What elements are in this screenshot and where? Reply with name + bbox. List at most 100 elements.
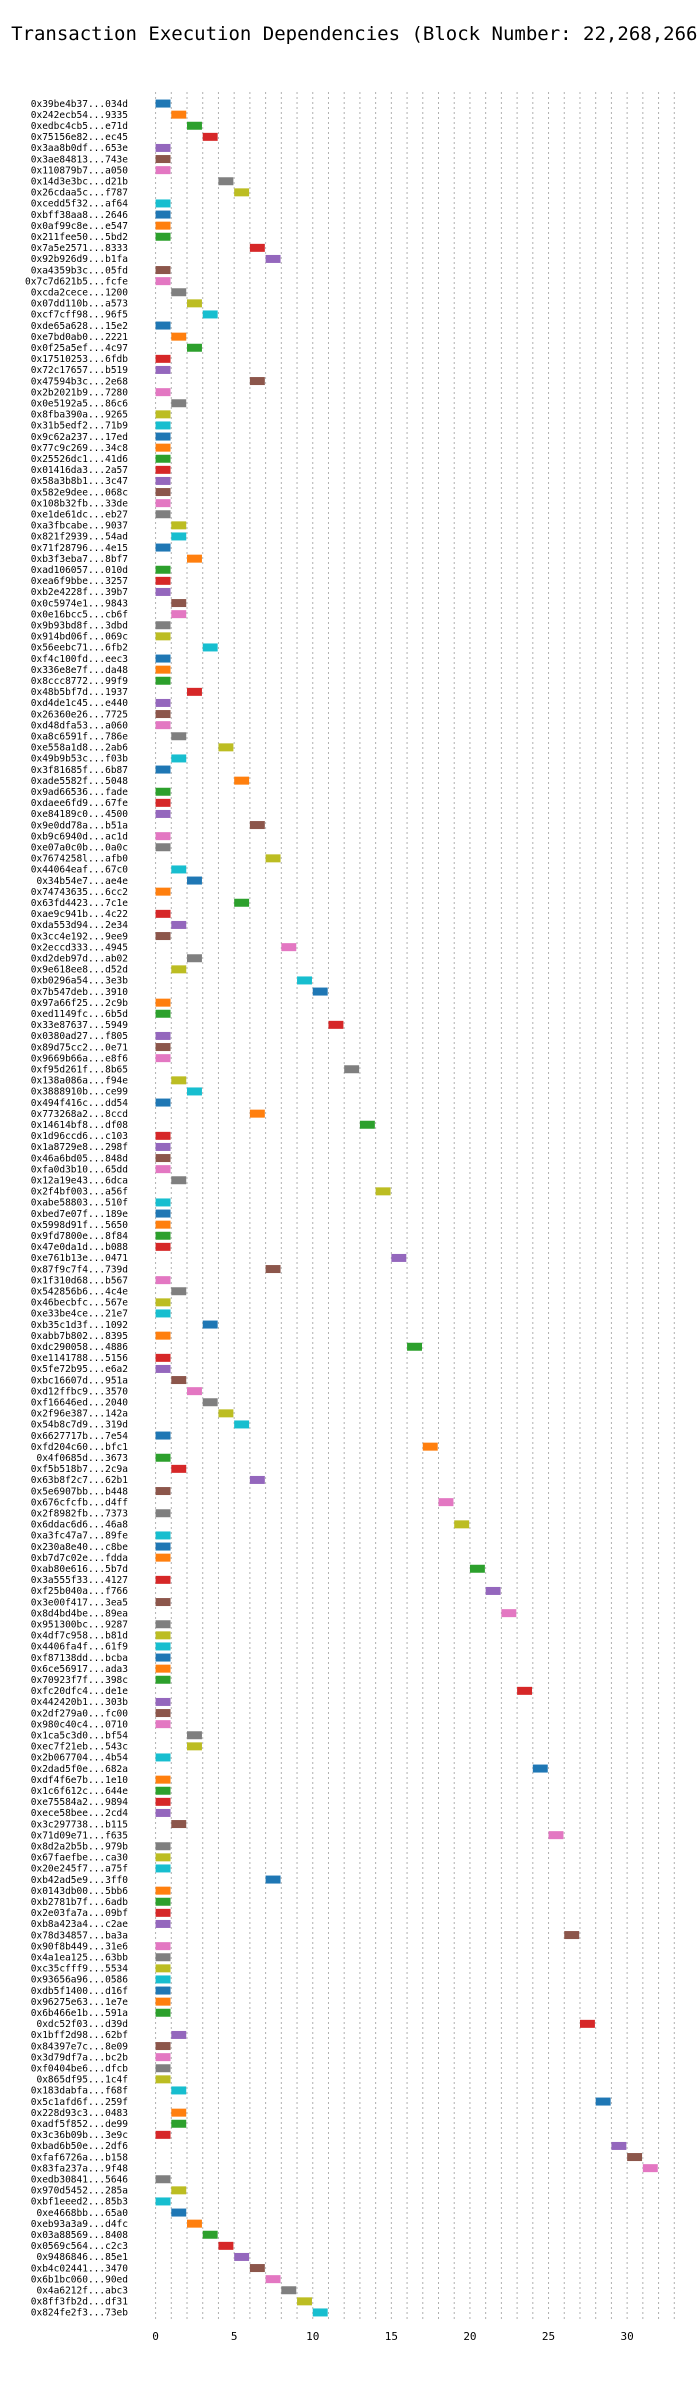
- transaction-label: 0xcda2cece...1200: [31, 287, 129, 298]
- transaction-label: 0xad106057...010d: [31, 565, 128, 576]
- transaction-bar: [627, 2153, 643, 2162]
- transaction-label: 0x03a88569...8408: [31, 2230, 129, 2241]
- transaction-label: 0x78d34857...ba3a: [31, 1930, 128, 1941]
- transaction-bar: [187, 876, 202, 885]
- transaction-bar: [281, 943, 297, 952]
- transaction-bar: [155, 1964, 171, 1973]
- transaction-bar: [155, 1797, 171, 1806]
- transaction-label: 0x83fa237a...9f48: [31, 2163, 129, 2174]
- transaction-label: 0xe1141788...5156: [31, 1353, 129, 1364]
- transaction-label: 0xf16646ed...2040: [31, 1397, 129, 1408]
- transaction-bar: [155, 510, 171, 519]
- transaction-label: 0xb0296a54...3e3b: [31, 976, 129, 987]
- transaction-bar: [155, 1131, 171, 1140]
- transaction-label: 0xf25b040a...f766: [31, 1586, 129, 1597]
- transaction-bar: [155, 1553, 171, 1562]
- transaction-bar: [155, 1675, 171, 1684]
- transaction-bar: [297, 2297, 312, 2306]
- transaction-bar: [171, 1176, 187, 1185]
- transaction-bar: [155, 1853, 171, 1862]
- transaction-label: 0x1c6f612c...644e: [31, 1786, 129, 1797]
- transaction-label: 0xbff38aa8...2646: [31, 210, 129, 221]
- transaction-label: 0x7674258l...afb0: [31, 854, 129, 865]
- transaction-bar: [155, 1808, 171, 1817]
- transaction-label: 0x1a8729e8...298f: [31, 1142, 128, 1153]
- transaction-bar: [155, 432, 171, 441]
- transaction-bar: [249, 2264, 265, 2273]
- transaction-label: 0x5fe72b95...e6a2: [31, 1364, 128, 1375]
- transaction-label: 0x0f25a5ef...4c97: [31, 343, 128, 354]
- transaction-label: 0x0143db00...5bb6: [31, 1886, 129, 1897]
- transaction-label: 0x110879b7...a050: [31, 165, 129, 176]
- transaction-bar: [297, 976, 312, 985]
- transaction-label: 0xb2781b7f...6adb: [31, 1897, 129, 1908]
- transaction-label: 0x58a3b8b1...3c47: [31, 476, 128, 487]
- transaction-label: 0x75156e82...ec45: [31, 132, 128, 143]
- transaction-label: 0xdc52f03...d39d: [36, 2019, 128, 2030]
- transaction-bar: [155, 765, 171, 774]
- transaction-label: 0x89d75cc2...0e71: [31, 1042, 129, 1053]
- transaction-bar: [155, 543, 171, 552]
- transaction-bar: [187, 1087, 202, 1096]
- transaction-label: 0xd48dfa53...a060: [31, 720, 129, 731]
- transaction-bar: [155, 1664, 171, 1673]
- transaction-bar: [155, 1509, 171, 1518]
- transaction-label: 0x1f310d68...b567: [31, 1275, 128, 1286]
- transaction-label: 0x71d09e71...f635: [31, 1830, 128, 1841]
- transaction-bar: [155, 199, 171, 208]
- transaction-label: 0x8ccc8772...99f9: [31, 676, 129, 687]
- transaction-bar: [391, 1253, 407, 1262]
- transaction-label: 0x9e0dd78a...b51a: [31, 820, 128, 831]
- transaction-bar: [344, 1065, 360, 1074]
- transaction-label: 0x07dd110b...a573: [31, 299, 128, 310]
- transaction-bar: [517, 1686, 533, 1695]
- transaction-bar: [202, 1398, 218, 1407]
- transaction-label: 0x7b547deb...3910: [31, 987, 129, 998]
- transaction-label: 0x93656a96...0586: [31, 1975, 129, 1986]
- transaction-label: 0x14614bf8...df08: [31, 1120, 129, 1131]
- transaction-label: 0x9b93bd8f...3dbd: [31, 620, 128, 631]
- transaction-label: 0x46becbfc...567e: [31, 1298, 129, 1309]
- transaction-bar: [485, 1586, 501, 1595]
- transaction-bar: [155, 221, 171, 230]
- transaction-label: 0x96275e63...1e7e: [31, 1997, 129, 2008]
- transaction-bar: [171, 965, 187, 974]
- transaction-label: 0xb3f3eba7...8bf7: [31, 554, 128, 565]
- transaction-label: 0xbc16607d...951a: [31, 1375, 128, 1386]
- transaction-bar: [155, 354, 171, 363]
- transaction-label: 0x3a555f33...4127: [31, 1575, 128, 1586]
- transaction-bar: [202, 643, 218, 652]
- transaction-bar: [155, 1986, 171, 1995]
- transaction-label: 0x26360e26...7725: [31, 709, 128, 720]
- transaction-bar: [265, 854, 281, 863]
- transaction-bar: [469, 1564, 485, 1573]
- transaction-label: 0xe7bd0ab0...2221: [31, 332, 129, 343]
- transaction-bar: [359, 1120, 375, 1129]
- transaction-label: 0x951300bc...9287: [31, 1619, 128, 1630]
- transaction-bar: [171, 920, 187, 929]
- transaction-bar: [171, 610, 187, 619]
- transaction-bar: [171, 1376, 187, 1385]
- transaction-bar: [202, 310, 218, 319]
- transaction-bar: [155, 654, 171, 663]
- transaction-bar: [171, 2086, 187, 2095]
- transaction-bar: [155, 1953, 171, 1962]
- transaction-label: 0xa4359b3c...05fd: [31, 265, 128, 276]
- transaction-label: 0x01416da3...2a57: [31, 465, 128, 476]
- transaction-bar: [155, 832, 171, 841]
- transaction-label: 0x20e245f7...a75f: [31, 1864, 128, 1875]
- transaction-bar: [155, 1886, 171, 1895]
- transaction-label: 0x9ad66536...fade: [31, 787, 129, 798]
- chart-title: Transaction Execution Dependencies (Bloc…: [11, 23, 700, 45]
- transaction-label: 0x3c36b09b...3e9c: [31, 2130, 128, 2141]
- transaction-label: 0xf95d261f...8b65: [31, 1064, 128, 1075]
- transaction-bar: [171, 2119, 187, 2128]
- x-tick-label: 15: [385, 2330, 398, 2343]
- transaction-label: 0x970d5452...285a: [31, 2186, 128, 2197]
- transaction-label: 0x8fba390a...9265: [31, 410, 128, 421]
- transaction-bar: [155, 1653, 171, 1662]
- transaction-bar: [171, 521, 187, 530]
- transaction-bar: [171, 288, 187, 297]
- transaction-label: 0x4a6212f...abc3: [36, 2285, 128, 2296]
- transaction-bar: [155, 576, 171, 585]
